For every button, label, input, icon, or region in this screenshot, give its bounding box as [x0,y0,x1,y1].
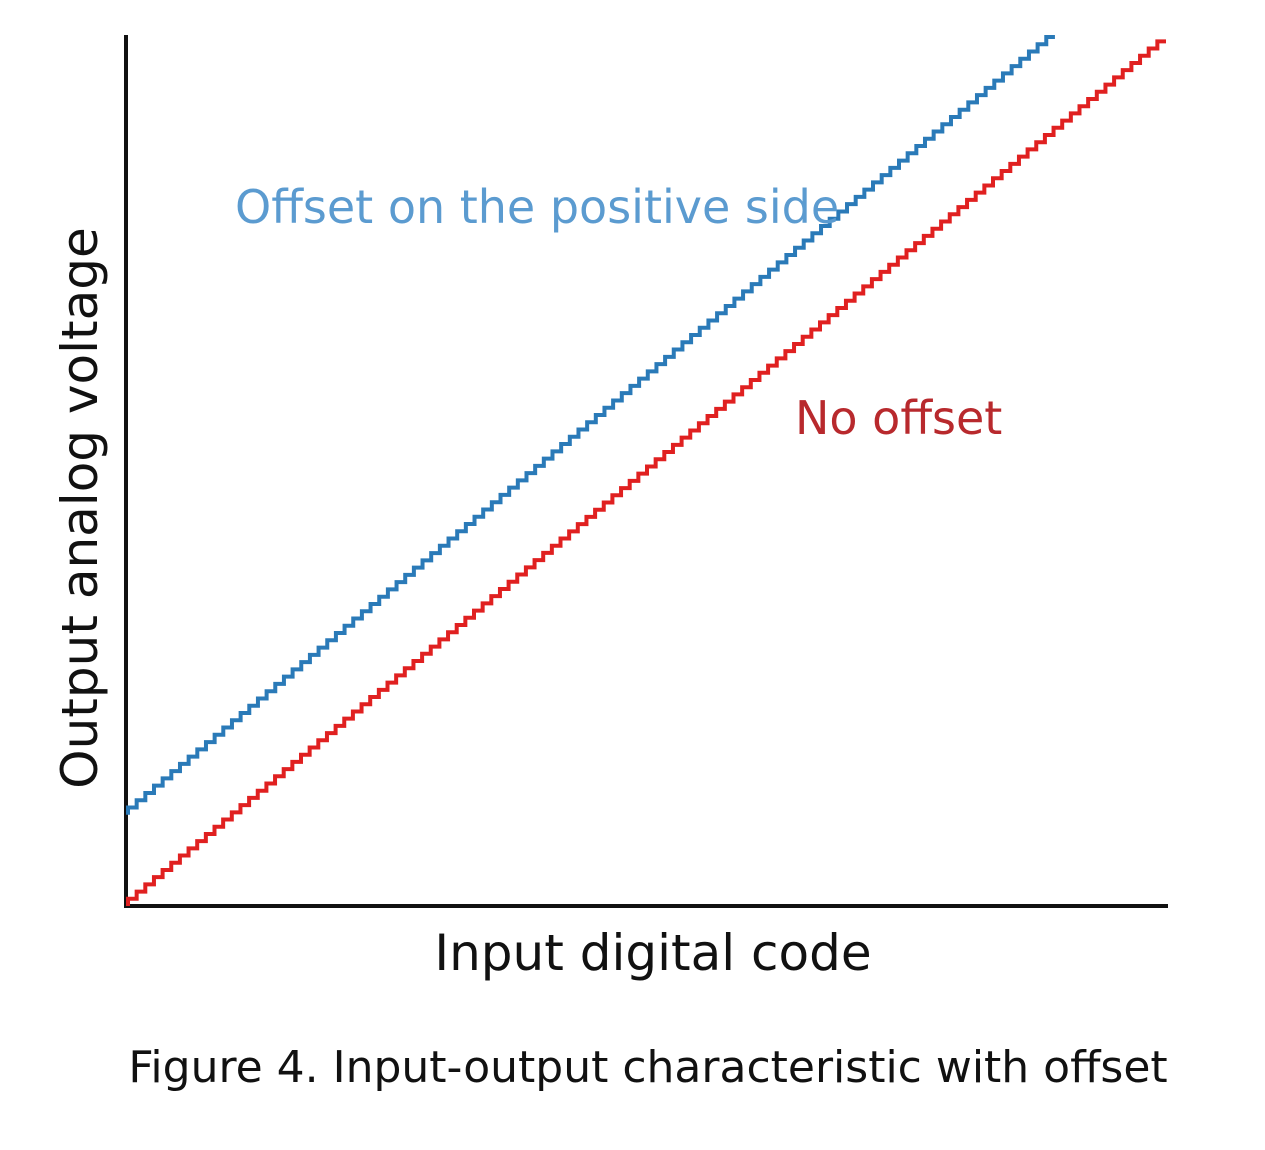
figure-caption: Figure 4. Input-output characteristic wi… [128,1042,1167,1093]
series-label-offset-positive: Offset on the positive side [235,180,839,234]
y-axis-title: Output analog voltage [51,227,109,788]
series-group [126,35,1166,906]
series-label-no-offset: No offset [795,391,1002,445]
series-line-offset-positive [126,35,1055,815]
x-axis-title: Input digital code [434,924,871,982]
series-line-no-offset [126,39,1166,906]
